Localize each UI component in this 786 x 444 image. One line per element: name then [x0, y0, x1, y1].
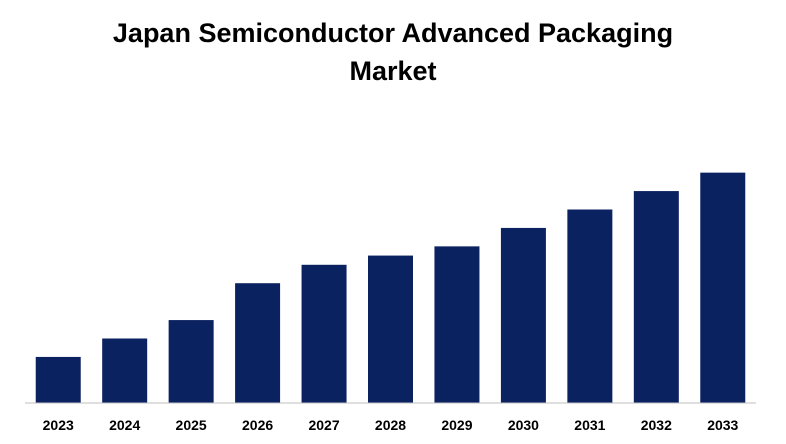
bar-2026: [235, 283, 281, 403]
bar-2029: [434, 246, 480, 403]
x-tick-label-2031: 2031: [574, 417, 605, 433]
bar-2031: [567, 209, 613, 403]
x-tick-labels: 2023 2024 2025 2026 2027 2028 2029 2030 2031 2032…: [43, 417, 739, 433]
chart-title-line-2: Market: [349, 56, 437, 86]
bar-2027: [301, 264, 347, 403]
x-tick-label-2030: 2030: [508, 417, 539, 433]
bar-2023: [35, 356, 81, 403]
x-tick-label-2024: 2024: [109, 417, 140, 433]
bar-2033: [700, 172, 746, 403]
x-tick-label-2023: 2023: [43, 417, 74, 433]
bars-group: [35, 172, 746, 403]
x-tick-label-2033: 2033: [707, 417, 738, 433]
x-tick-label-2025: 2025: [176, 417, 207, 433]
x-tick-label-2029: 2029: [441, 417, 472, 433]
x-tick-label-2032: 2032: [641, 417, 672, 433]
chart-title-line-1: Japan Semiconductor Advanced Packaging: [112, 18, 674, 48]
bar-2024: [102, 338, 148, 403]
bar-2030: [500, 227, 546, 403]
bar-2032: [633, 191, 679, 403]
x-tick-label-2026: 2026: [242, 417, 273, 433]
x-tick-label-2027: 2027: [308, 417, 339, 433]
x-tick-label-2028: 2028: [375, 417, 406, 433]
bar-2028: [368, 255, 413, 403]
chart-title: Japan Semiconductor Advanced Packaging M…: [0, 14, 786, 90]
bar-2025: [168, 320, 214, 403]
